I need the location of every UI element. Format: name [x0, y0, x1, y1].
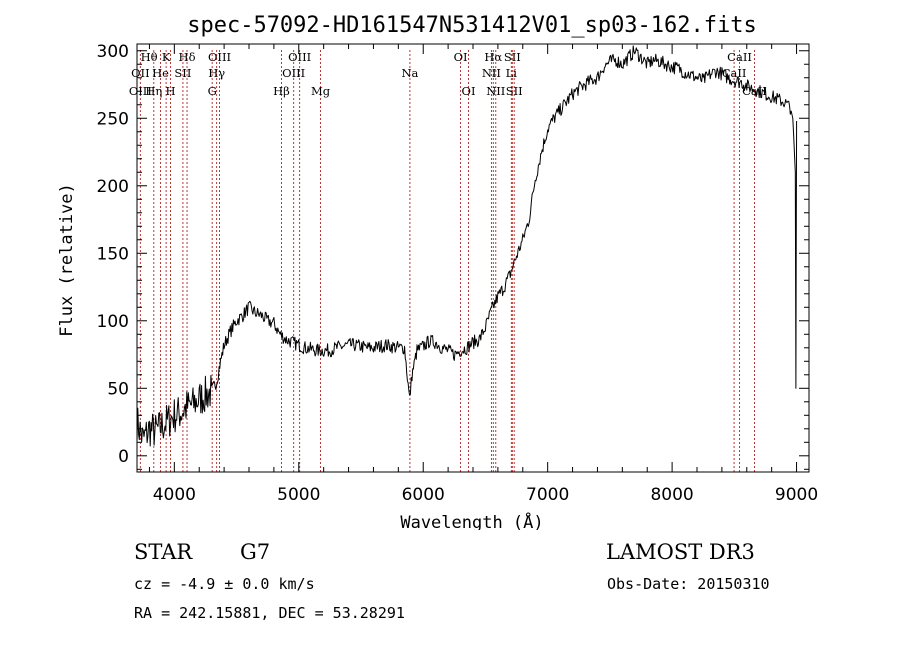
- line-label: OI: [462, 84, 476, 98]
- x-axis-label: Wavelength (Å): [400, 511, 543, 530]
- obs-date: Obs-Date: 20150310: [607, 575, 770, 593]
- x-axis-ticks: 4000 5000 6000 7000 8000 9000: [148, 44, 818, 505]
- line-label: OIII: [288, 50, 311, 64]
- y-axis-ticks: 0 50 100 150 200 250 300: [97, 42, 809, 470]
- line-label: OII: [131, 66, 150, 80]
- x-tick-label: 8000: [650, 485, 693, 505]
- y-tick-label: 0: [118, 447, 129, 467]
- x-tick-label: 4000: [153, 485, 196, 505]
- line-label: OIII: [208, 50, 231, 64]
- flux-series-line: [136, 45, 798, 447]
- line-label: Hγ: [208, 66, 225, 80]
- line-label: OIII: [282, 66, 305, 80]
- line-label: Hβ: [273, 84, 290, 98]
- line-label: K: [162, 50, 171, 64]
- redshift-info: cz = -4.9 ± 0.0 km/s: [134, 575, 315, 593]
- line-label: Mg: [311, 84, 331, 98]
- line-label: Li: [506, 66, 518, 80]
- spectral-subclass: G7: [240, 540, 271, 564]
- line-label: He: [152, 66, 169, 80]
- y-tick-label: 300: [97, 42, 129, 62]
- line-label: CaII: [722, 66, 747, 80]
- line-label: H: [165, 84, 175, 98]
- line-label: NII: [482, 66, 501, 80]
- line-label: G: [208, 84, 217, 98]
- line-label: Na: [401, 66, 418, 80]
- line-label: SII: [504, 50, 521, 64]
- line-label: Hθ: [141, 50, 158, 64]
- spectral-line-markers: [139, 50, 755, 472]
- line-label: NII: [486, 84, 505, 98]
- x-tick-label: 7000: [526, 485, 569, 505]
- y-tick-label: 100: [97, 312, 129, 332]
- y-tick-label: 200: [97, 177, 129, 197]
- x-tick-label: 5000: [277, 485, 320, 505]
- line-label: SII: [174, 66, 191, 80]
- line-label: SII: [506, 84, 523, 98]
- coordinates: RA = 242.15881, DEC = 53.28291: [134, 604, 405, 622]
- line-label: Hα: [484, 50, 502, 64]
- line-label: CaII: [727, 50, 752, 64]
- spectrum-chart: spec-57092-HD161547N531412V01_sp03-162.f…: [57, 13, 818, 530]
- line-label: Hδ: [179, 50, 196, 64]
- y-axis-label: Flux (relative): [57, 183, 77, 337]
- x-tick-label: 9000: [775, 485, 818, 505]
- survey-name: LAMOST DR3: [606, 540, 755, 564]
- x-tick-label: 6000: [402, 485, 445, 505]
- object-type: STAR: [134, 540, 193, 564]
- line-label: OI: [454, 50, 468, 64]
- chart-title: spec-57092-HD161547N531412V01_sp03-162.f…: [187, 13, 757, 38]
- y-tick-label: 250: [97, 109, 129, 129]
- line-label: Hη: [145, 84, 162, 98]
- plot-frame: [136, 43, 810, 473]
- y-tick-label: 150: [97, 244, 129, 264]
- y-tick-label: 50: [107, 379, 129, 399]
